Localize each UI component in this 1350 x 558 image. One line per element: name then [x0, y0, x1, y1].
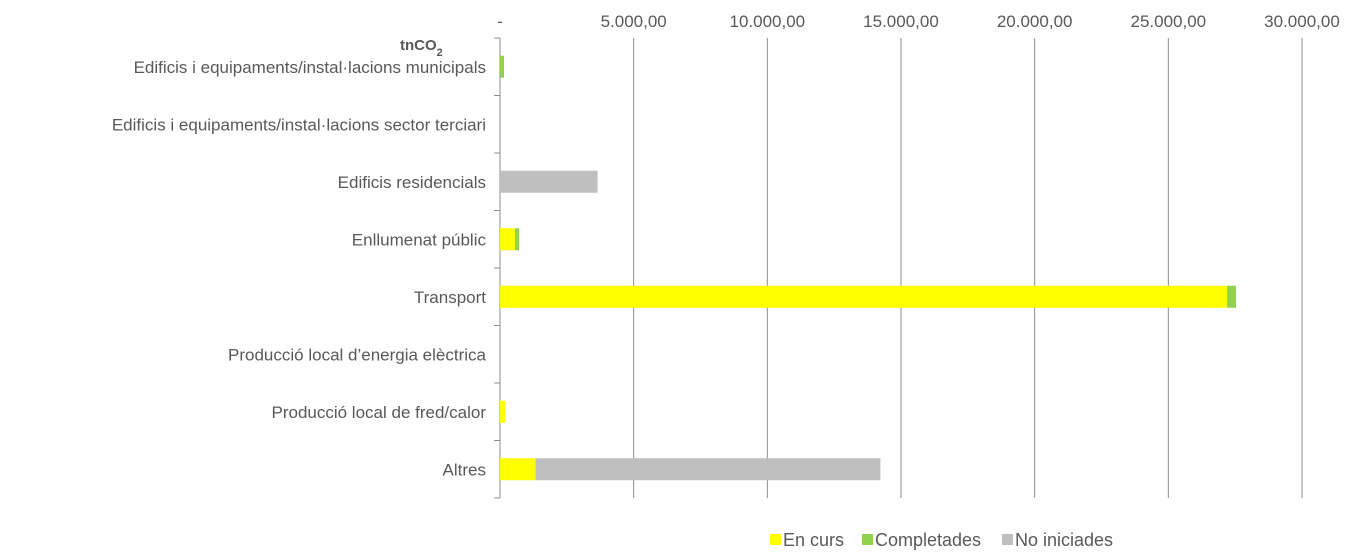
x-tick-label: 5.000,00: [601, 12, 667, 31]
bar-segment: [500, 228, 515, 251]
category-label: Transport: [414, 288, 486, 307]
unit-label-main: tnCO: [400, 37, 437, 54]
bar-segment: [1227, 285, 1236, 308]
category-label: Producció local d’energia elèctrica: [228, 345, 487, 364]
y-axis: [494, 37, 501, 499]
category-label: Edificis residencials: [338, 173, 486, 192]
bar-segment: [500, 285, 1228, 308]
legend: En curs Completades No iniciades: [770, 530, 1113, 550]
bar-segment: [514, 228, 519, 251]
x-tick-label: 20.000,00: [997, 12, 1073, 31]
category-label: Edificis i equipaments/instal·lacions mu…: [134, 58, 486, 77]
legend-swatch: [1002, 534, 1013, 545]
category-label: Altres: [443, 460, 486, 479]
category-labels: Edificis i equipaments/instal·lacions mu…: [112, 58, 487, 480]
unit-label-subscript: 2: [437, 47, 443, 59]
category-label: Edificis i equipaments/instal·lacions se…: [112, 115, 486, 134]
x-tick-label: 15.000,00: [863, 12, 939, 31]
bar-segment: [500, 55, 505, 78]
legend-label: En curs: [783, 530, 844, 550]
x-tick-label: 10.000,00: [730, 12, 806, 31]
gridlines: [633, 38, 1303, 498]
bar-segment: [500, 400, 506, 423]
legend-label: Completades: [875, 530, 981, 550]
category-label: Producció local de fred/calor: [271, 403, 486, 422]
x-tick-label: 25.000,00: [1131, 12, 1207, 31]
legend-label: No iniciades: [1015, 530, 1113, 550]
bars: [500, 55, 1236, 481]
legend-swatch: [770, 534, 781, 545]
bar-segment: [500, 458, 536, 481]
bar-segment: [535, 458, 881, 481]
category-label: Enllumenat públic: [352, 230, 487, 249]
x-tick-label: 30.000,00: [1264, 12, 1340, 31]
legend-swatch: [862, 534, 873, 545]
x-axis-ticks: - 5.000,00 10.000,00 15.000,00 20.000,00 25.0…: [497, 12, 1340, 31]
x-tick-label: -: [497, 12, 503, 31]
unit-label: tnCO2: [400, 37, 443, 59]
bar-segment: [500, 170, 598, 193]
